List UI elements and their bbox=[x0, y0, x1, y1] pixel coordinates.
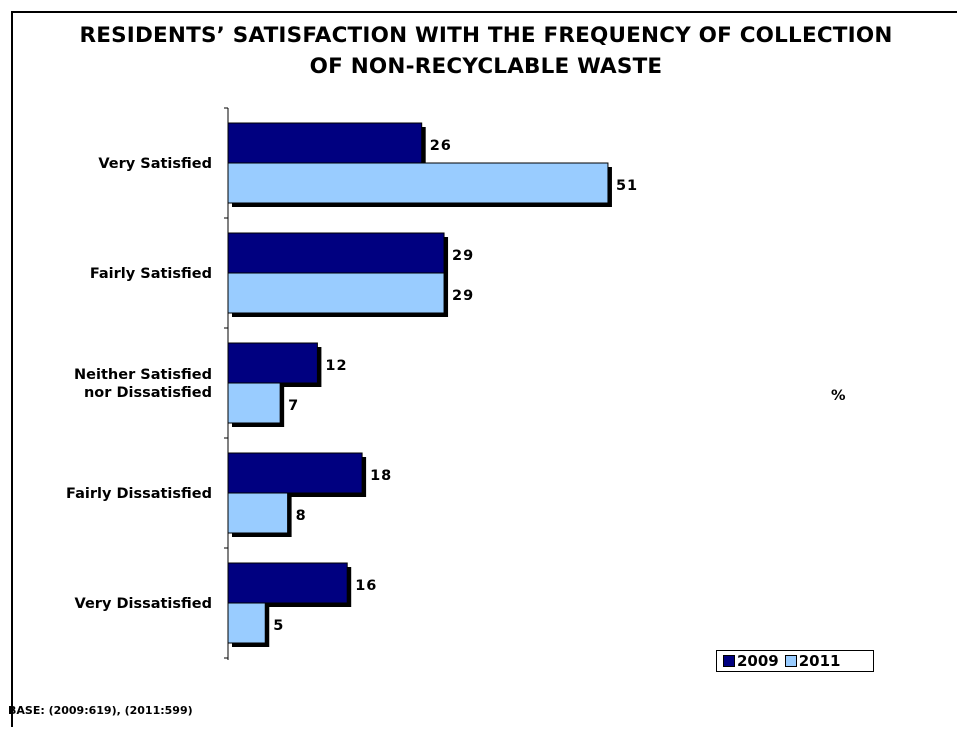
category-label-fairly-dissatisfied: Fairly Dissatisfied bbox=[66, 486, 212, 502]
legend: 2009 2011 bbox=[716, 650, 874, 672]
legend-label-2009: 2009 bbox=[737, 652, 779, 670]
data-label-2011-fairly-satisfied: 29 bbox=[452, 288, 474, 304]
legend-swatch-2011 bbox=[784, 655, 797, 667]
bar-2009-fairly-satisfied bbox=[227, 232, 445, 274]
category-label-fairly-satisfied: Fairly Satisfied bbox=[90, 266, 212, 282]
legend-item-2009: 2009 bbox=[723, 652, 779, 670]
data-label-2011-fairly-dissatisfied: 8 bbox=[296, 508, 307, 524]
bar-2011-neither-satisfied-nor-dissatisfied bbox=[227, 382, 281, 424]
data-label-2011-neither-satisfied-nor-dissatisfied: 7 bbox=[288, 398, 299, 414]
bar-2011-fairly-satisfied bbox=[227, 272, 445, 314]
base-footnote: BASE: (2009:619), (2011:599) bbox=[8, 704, 193, 717]
chart-title-line-2: OF NON-RECYCLABLE WASTE bbox=[309, 54, 663, 79]
bar-2009-fairly-dissatisfied bbox=[227, 452, 363, 494]
legend-item-2011: 2011 bbox=[784, 652, 841, 670]
data-label-2011-very-satisfied: 51 bbox=[616, 178, 638, 194]
bar-2011-very-satisfied bbox=[227, 162, 609, 204]
bar-2011-fairly-dissatisfied bbox=[227, 492, 289, 534]
category-label-very-dissatisfied: Very Dissatisfied bbox=[75, 596, 212, 612]
data-label-2009-very-dissatisfied: 16 bbox=[355, 578, 377, 594]
category-label-neither-satisfied-nor-dissatisfied: Neither Satisfied bbox=[74, 367, 212, 383]
bar-2009-very-dissatisfied bbox=[227, 562, 348, 604]
legend-label-2011: 2011 bbox=[798, 652, 841, 670]
legend-swatch-2009 bbox=[723, 655, 735, 667]
data-label-2011-very-dissatisfied: 5 bbox=[273, 618, 284, 634]
data-label-2009-fairly-dissatisfied: 18 bbox=[370, 468, 392, 484]
data-label-2009-very-satisfied: 26 bbox=[430, 138, 452, 154]
data-label-2009-neither-satisfied-nor-dissatisfied: 12 bbox=[325, 358, 347, 374]
bar-2009-neither-satisfied-nor-dissatisfied bbox=[227, 342, 318, 384]
chart-title: RESIDENTS’ SATISFACTION WITH THE FREQUEN… bbox=[13, 20, 959, 82]
chart-frame bbox=[11, 11, 957, 727]
unit-label: % bbox=[831, 388, 846, 404]
data-label-2009-fairly-satisfied: 29 bbox=[452, 248, 474, 264]
bar-2011-very-dissatisfied bbox=[227, 602, 266, 644]
chart-title-line-1: RESIDENTS’ SATISFACTION WITH THE FREQUEN… bbox=[79, 23, 893, 48]
bar-2009-very-satisfied bbox=[227, 122, 423, 164]
category-label-very-satisfied: Very Satisfied bbox=[98, 156, 212, 172]
category-label-neither-satisfied-nor-dissatisfied: nor Dissatisfied bbox=[84, 385, 212, 401]
